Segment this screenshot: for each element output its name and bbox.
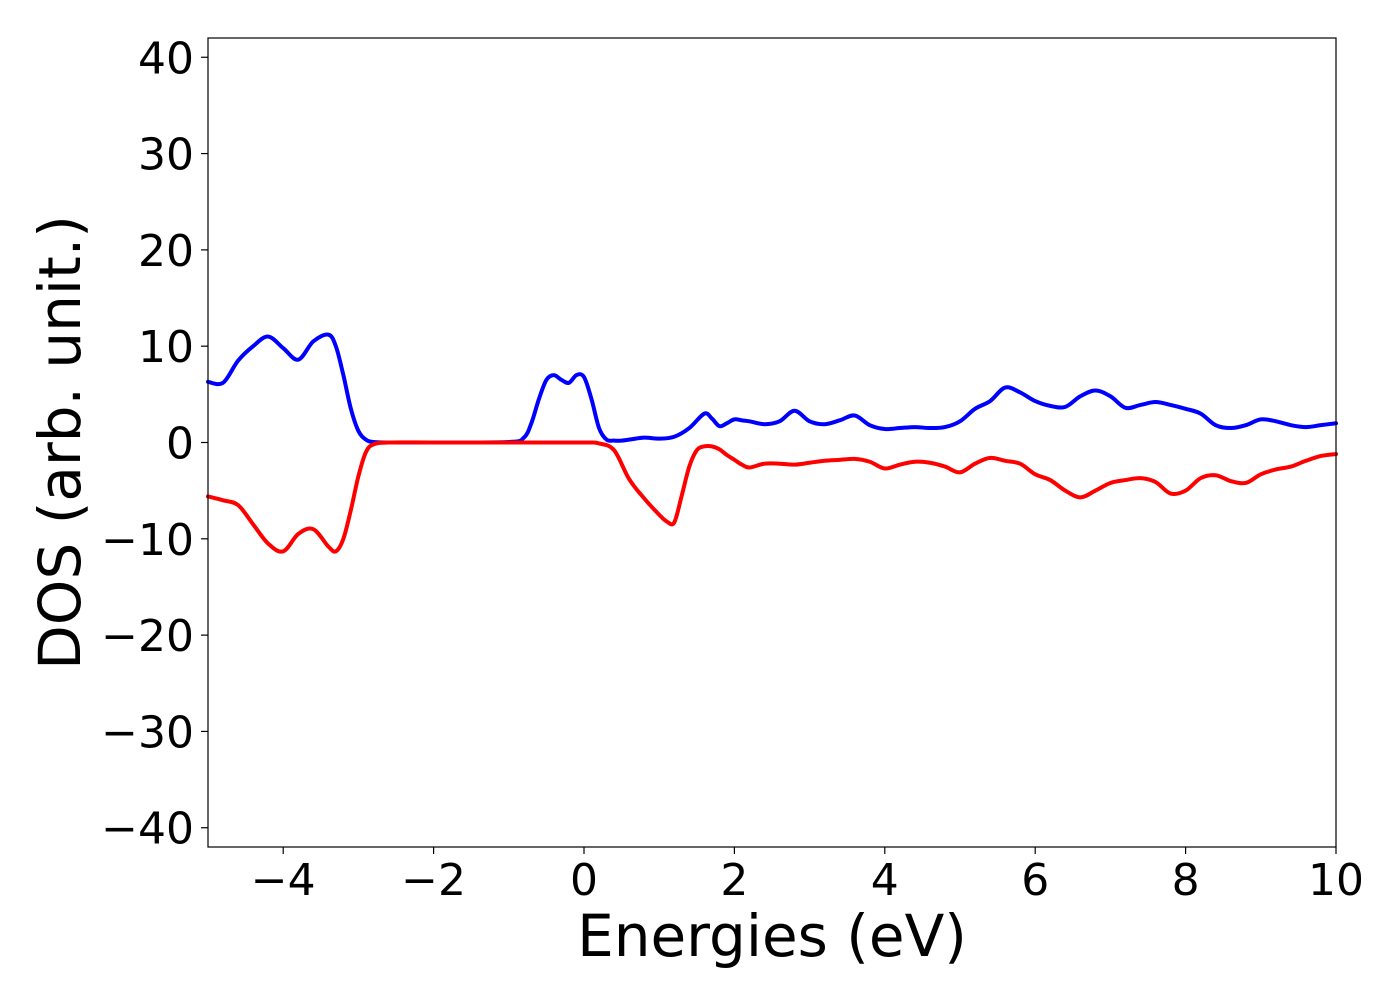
x-tick-label: 6 xyxy=(1021,855,1049,906)
x-axis: −4 −2 0 2 4 6 8 10 xyxy=(251,847,1364,906)
y-axis-label: DOS (arb. unit.) xyxy=(26,215,94,670)
series-layer xyxy=(206,332,1338,554)
y-tick-label: 20 xyxy=(138,226,194,277)
y-tick-label: −20 xyxy=(101,611,194,662)
y-tick-label: 0 xyxy=(166,419,194,470)
y-tick-label: −40 xyxy=(101,804,194,855)
y-tick-label: −30 xyxy=(101,707,194,758)
x-tick-label: 10 xyxy=(1308,855,1364,906)
x-tick-label: 4 xyxy=(871,855,899,906)
x-tick-label: 8 xyxy=(1172,855,1200,906)
dos-series-line-2 xyxy=(206,440,1338,554)
y-tick-label: 30 xyxy=(138,130,194,181)
y-tick-label: 40 xyxy=(138,33,194,84)
x-tick-label: 0 xyxy=(570,855,598,906)
x-axis-label: Energies (eV) xyxy=(577,902,967,970)
x-tick-label: −4 xyxy=(251,855,316,906)
x-tick-label: 2 xyxy=(720,855,748,906)
x-tick-label: −2 xyxy=(401,855,466,906)
dos-series-line-1 xyxy=(206,332,1338,445)
y-tick-label: −10 xyxy=(101,515,194,566)
y-tick-label: 10 xyxy=(138,322,194,373)
y-axis: 40 30 20 10 0 −10 −20 −30 −40 xyxy=(101,33,208,855)
